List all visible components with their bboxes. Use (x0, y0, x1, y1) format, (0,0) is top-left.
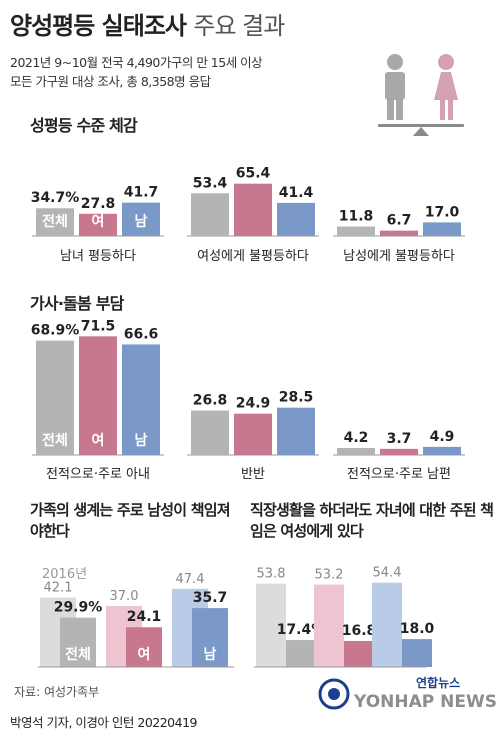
data-label: 4.9 (430, 429, 455, 445)
source-note: 자료: 여성가족부 (14, 685, 100, 699)
data-label-2022: 29.9% (54, 600, 103, 616)
bar-total (36, 208, 74, 236)
title-sub: 주요 결과 (193, 12, 285, 40)
bar-female (380, 448, 418, 455)
category-label: 남녀 평등하다 (60, 249, 136, 264)
category-label: 전적으로·주로 아내 (46, 467, 150, 482)
bar-male (122, 202, 160, 236)
category-label: 전적으로·주로 남편 (347, 467, 451, 482)
data-label: 53.4 (193, 175, 228, 191)
series-label-male: 남 (135, 432, 148, 449)
series-label-female: 여 (92, 432, 105, 449)
bar-total (337, 448, 375, 455)
series-label-female: 여 (92, 213, 105, 230)
category-label: 반반 (241, 467, 265, 482)
bar-male (277, 202, 315, 236)
data-label: 6.7 (387, 213, 412, 229)
data-label-2016: 53.8 (257, 567, 286, 582)
category-label: 여성에게 불평등하다 (197, 249, 309, 264)
bar-female (79, 336, 117, 455)
data-label: 4.2 (344, 430, 369, 446)
data-label-2022: 16.8 (342, 623, 377, 639)
legend-2016: 2016년 (42, 567, 87, 582)
bar-2022 (192, 608, 228, 667)
bar-male (277, 407, 315, 455)
data-label: 66.6 (124, 326, 159, 342)
data-label-2016: 54.4 (373, 566, 402, 581)
series-label: 전체 (65, 646, 91, 663)
gender-balance-illustration (378, 54, 464, 136)
data-label: 68.9% (31, 323, 80, 339)
bar-2022 (286, 640, 316, 667)
bar-male (122, 344, 160, 455)
bar-total (337, 226, 375, 236)
survey-info-line2: 모든 가구원 대상 조사, 총 8,358명 응답 (10, 74, 211, 89)
bar-total (36, 340, 74, 455)
data-label: 3.7 (387, 431, 412, 447)
data-label: 34.7% (31, 190, 80, 206)
title-main: 양성평등 실태조사 (10, 12, 187, 40)
data-label-2022: 35.7 (193, 590, 228, 606)
yonhap-logo-icon (318, 678, 350, 710)
data-label: 28.5 (279, 390, 314, 406)
logo-en: YONHAP NEWS (354, 692, 497, 712)
data-label: 71.5 (81, 318, 116, 334)
data-label-2016: 53.2 (315, 568, 344, 583)
bar-total (191, 410, 229, 455)
male-figure-icon (385, 54, 405, 120)
data-label-2016: 42.1 (44, 581, 73, 596)
data-label: 41.7 (124, 185, 159, 201)
series-label: 남 (204, 646, 217, 663)
data-label: 26.8 (193, 393, 228, 409)
bar-2022 (126, 627, 162, 667)
series-label-total: 전체 (42, 432, 68, 449)
series-label-total: 전체 (42, 213, 68, 230)
data-label-2022: 18.0 (400, 621, 435, 637)
bar-2022 (60, 617, 96, 667)
bar-female (79, 213, 117, 236)
credit-line: 박영석 기자, 이경아 인턴 20220419 (10, 715, 198, 730)
section-title-housework: 가사·돌봄 부담 (30, 294, 124, 313)
bar-2016 (256, 583, 286, 667)
bar-2022 (402, 639, 432, 667)
bar-2016 (314, 584, 344, 667)
section-title-equality: 성평등 수준 체감 (30, 116, 138, 135)
survey-info-line1: 2021년 9~10월 전국 4,490가구의 만 15세 이상 (10, 55, 263, 70)
bar-total (191, 193, 229, 236)
bar-2016 (372, 582, 402, 667)
data-label-2016: 47.4 (176, 572, 205, 587)
series-label-male: 남 (135, 213, 148, 230)
bar-female (380, 230, 418, 236)
balance-scale-icon (378, 124, 464, 136)
bar-2022 (344, 640, 374, 667)
data-label-2022: 17.4% (277, 622, 326, 638)
data-label: 41.4 (279, 185, 314, 201)
question-title-childcare: 직장생활을 하더라도 자녀에 대한 주된 책임은 여성에게 있다 (250, 501, 494, 540)
bar-male (423, 446, 461, 455)
bar-female (234, 183, 272, 236)
page-title: 양성평등 실태조사 주요 결과 (10, 6, 285, 41)
data-label-2022: 24.1 (127, 609, 162, 625)
female-figure-icon (434, 54, 458, 120)
data-label: 65.4 (236, 166, 271, 182)
logo-ko: 연합뉴스 (416, 676, 461, 690)
bar-female (234, 413, 272, 455)
category-label: 남성에게 불평등하다 (343, 249, 455, 264)
data-label: 17.0 (425, 204, 460, 220)
footer-band (0, 705, 499, 737)
bar-male (423, 222, 461, 236)
data-label: 24.9 (236, 396, 271, 412)
data-label-2016: 37.0 (110, 589, 139, 604)
data-label: 27.8 (81, 196, 116, 212)
question-title-breadwinner: 가족의 생계는 주로 남성이 책임져야한다 (30, 501, 231, 540)
yonhap-logo: 연합뉴스 YONHAP NEWS (318, 674, 497, 714)
data-label: 11.8 (339, 209, 374, 225)
series-label: 여 (138, 646, 151, 663)
